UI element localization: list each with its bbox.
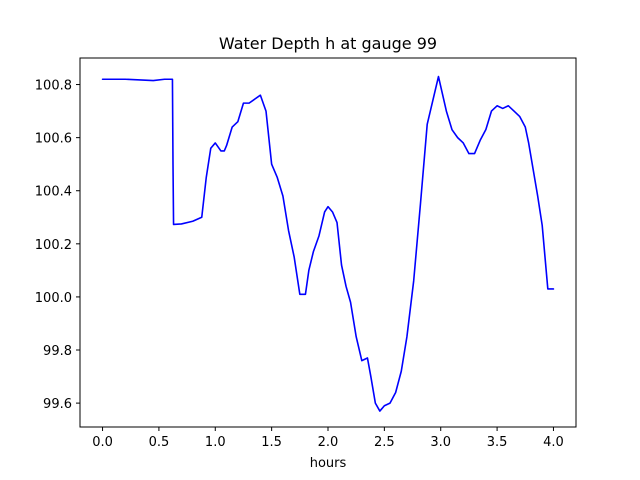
series-line-0 bbox=[101, 75, 555, 412]
y-tick-label: 100.8 bbox=[35, 79, 72, 94]
y-tick-label: 100.6 bbox=[35, 132, 72, 147]
plot-area bbox=[101, 75, 555, 412]
y-tick-label: 100.2 bbox=[35, 238, 72, 253]
y-tick-label: 99.6 bbox=[43, 397, 72, 412]
x-tick-label: 2.0 bbox=[318, 435, 339, 450]
x-tick-label: 4.0 bbox=[543, 435, 564, 450]
y-tick-label: 99.8 bbox=[43, 344, 72, 359]
y-tick-label: 100.0 bbox=[35, 291, 72, 306]
x-tick-label: 2.5 bbox=[374, 435, 395, 450]
x-tick-label: 3.0 bbox=[430, 435, 451, 450]
x-tick-label: 0.5 bbox=[149, 435, 170, 450]
y-axis: 99.6 99.8 100.0 100.2 100.4 100.6 100.8 bbox=[35, 79, 80, 412]
x-axis: 0.0 0.5 1.0 1.5 2.0 2.5 3.0 3.5 4.0 bbox=[92, 427, 564, 450]
x-tick-label: 3.5 bbox=[487, 435, 508, 450]
y-tick-label: 100.4 bbox=[35, 185, 72, 200]
x-tick-label: 1.0 bbox=[205, 435, 226, 450]
x-axis-label: hours bbox=[310, 456, 347, 471]
x-tick-label: 1.5 bbox=[261, 435, 282, 450]
x-tick-label: 0.0 bbox=[92, 435, 113, 450]
chart-title: Water Depth h at gauge 99 bbox=[219, 34, 437, 53]
